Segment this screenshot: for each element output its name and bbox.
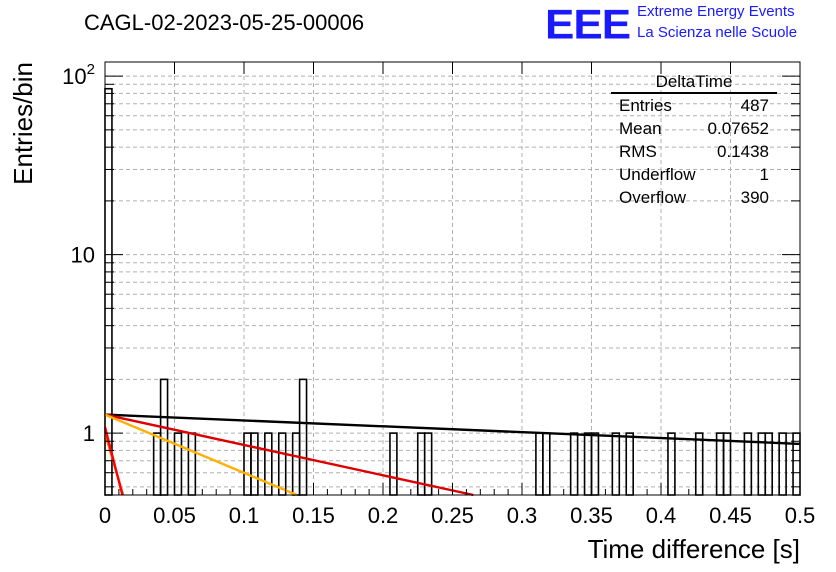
histogram-bar [715,432,725,496]
x-tick-label: 0.5 [785,503,816,528]
stats-value: 487 [740,96,769,115]
fit-curves [103,413,801,497]
x-tick-label: 0.1 [229,503,260,528]
stats-value: 390 [740,188,769,207]
stats-label: RMS [619,142,657,161]
histogram-bar [569,432,579,496]
x-axis-label: Time difference [s] [588,534,800,564]
x-tick-label: 0.45 [709,503,752,528]
histogram-bar [291,432,301,496]
histogram-bar [173,432,183,496]
y-axis-label: Entries/bin [8,62,38,185]
run-title: CAGL-02-2023-05-25-00006 [84,10,365,35]
stats-value: 1 [759,165,769,184]
stats-label: Overflow [619,188,687,207]
histogram-bar [583,432,593,496]
x-tick-label: 0.2 [368,503,399,528]
histogram-bar [389,432,398,496]
stats-row: Mean 0.07652 [611,117,777,140]
stats-row: Entries 487 [611,94,777,117]
fit-curve [104,413,474,497]
stats-label: Mean [619,119,662,138]
x-tick-label: 0.3 [507,503,538,528]
logo-caption-line1: Extreme Energy Events [637,3,795,20]
histogram-bar [722,432,732,496]
histogram-bar [590,432,600,496]
y-tick-label: 1 [83,421,95,446]
stats-box: DeltaTime Entries 487 Mean 0.07652 RMS 0… [611,72,777,210]
histogram-bar [667,432,676,496]
stats-label: Underflow [619,165,696,184]
histogram-bar [542,432,551,496]
histogram-bar [243,432,252,496]
histogram-bar [264,432,273,496]
stats-value: 0.07652 [707,119,769,138]
histogram-bar [792,432,801,496]
histogram-bar [298,378,308,496]
stats-row: RMS 0.1438 [611,140,777,163]
histogram-bar [694,432,704,496]
x-tick-label: 0 [99,503,111,528]
histogram-bar [152,432,162,496]
histogram-bar [611,432,621,496]
histogram-bar [416,432,426,496]
stats-value: 0.1438 [717,142,769,161]
logo-caption-line2: La Scienza nelle Scuole [637,24,798,41]
x-tick-label: 0.05 [153,503,196,528]
histogram-bar [277,432,287,496]
stats-row: Overflow 390 [611,186,777,209]
histogram-bar [535,432,544,496]
fit-curve [104,413,801,446]
histogram-bar [625,432,634,496]
histogram-bar [250,432,259,496]
x-tick-label: 0.15 [292,503,335,528]
grid-lines [105,62,800,495]
histogram-bar [187,432,197,496]
stats-row: Underflow 1 [611,163,777,186]
y-tick-label: 10 [71,243,95,268]
stats-label: Entries [619,96,672,115]
eee-logo-mark: EEE [545,1,631,48]
fit-curve [104,413,298,497]
y-tick-label: 102 [62,61,95,89]
x-tick-label: 0.4 [646,503,677,528]
x-tick-label: 0.35 [570,503,613,528]
stats-title: DeltaTime [611,72,777,94]
x-tick-label: 0.25 [431,503,474,528]
